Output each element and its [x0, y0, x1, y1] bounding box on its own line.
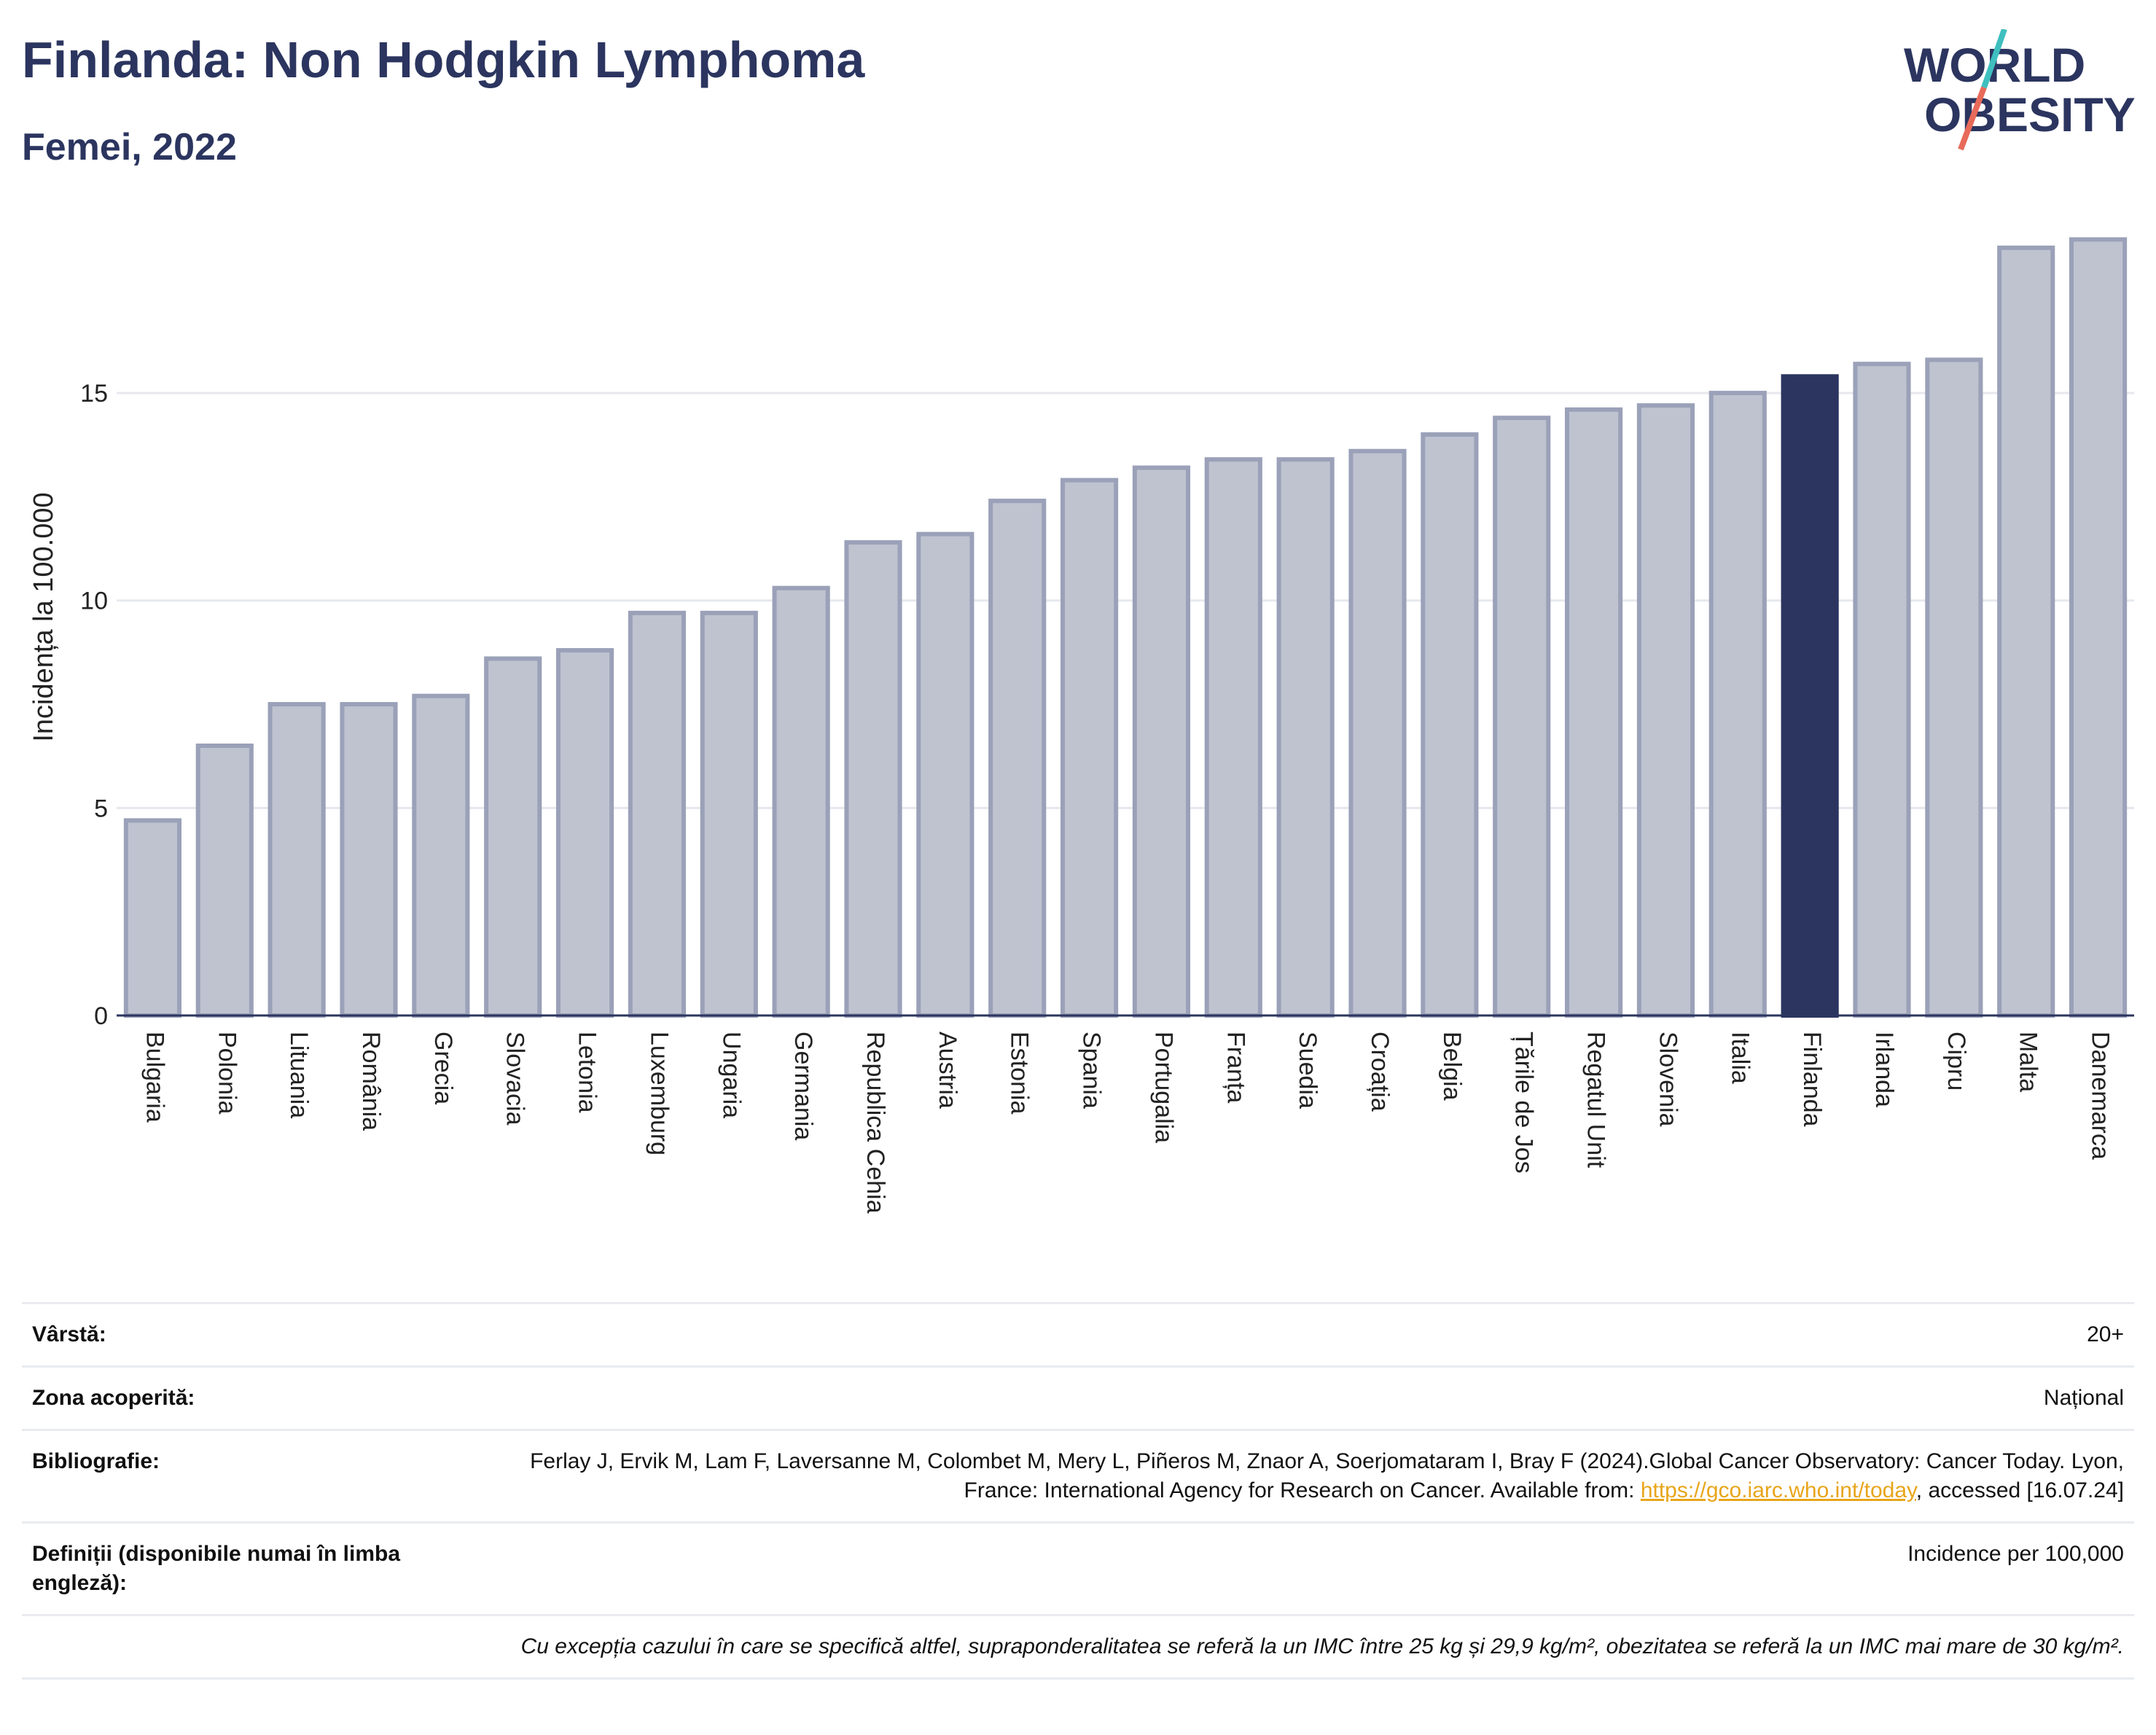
bar-chart: 0 5 10 15 Bulgaria Polonia Lituania România Gre… [28, 237, 2134, 1214]
x-tick-label: Polonia [213, 1032, 241, 1115]
bar-default [700, 610, 758, 1018]
bar-default [1060, 477, 1119, 1018]
y-axis-label: Incidența la 100.000 [28, 492, 59, 741]
world-obesity-logo: WORLD OBESITY [1904, 29, 2136, 151]
age-label: Vârstă: [22, 1302, 509, 1368]
area-value: Național [509, 1366, 2134, 1431]
x-tick-label: Suedia [1294, 1032, 1321, 1109]
x-tick-label: Cipru [1942, 1032, 1970, 1091]
bars [123, 237, 2128, 1018]
y-tick-label: 5 [94, 795, 108, 822]
bar-default [1636, 403, 1695, 1018]
x-tick-label: Germania [789, 1032, 817, 1140]
logo-slash-bottom [1958, 86, 1987, 151]
area-label: Zona acoperită: [22, 1366, 509, 1431]
bibliography-suffix: , accessed [16.07.24] [1915, 1478, 2124, 1502]
info-row-definitions: Definiții (disponibile numai în limba en… [22, 1522, 2134, 1616]
x-tick-label: Regatul Unit [1582, 1032, 1610, 1169]
info-table: Vârstă: 20+ Zona acoperită: Național Bib… [22, 1302, 2134, 1680]
x-tick-label: Spania [1078, 1032, 1106, 1109]
footnote: Cu excepția cazului în care se specifică… [22, 1615, 2134, 1680]
x-tick-label: Irlanda [1870, 1032, 1898, 1107]
bar-default [1132, 465, 1191, 1018]
x-tick-label: Luxemburg [645, 1032, 673, 1155]
bar-default [1276, 457, 1335, 1018]
info-row-age: Vârstă: 20+ [22, 1302, 2134, 1368]
bibliography-text: Ferlay J, Ervik M, Lam F, Laversanne M, … [530, 1449, 2124, 1502]
bar-default [1421, 432, 1479, 1018]
bar-default [772, 585, 830, 1018]
bar-default [484, 656, 542, 1018]
bar-default [1925, 357, 1983, 1018]
bar-default [1204, 457, 1262, 1018]
bar-default [628, 610, 687, 1018]
info-row-note: Cu excepția cazului în care se specifică… [22, 1615, 2134, 1680]
bar-highlight [1781, 374, 1839, 1018]
bar-default [195, 743, 254, 1018]
x-tick-label: Franța [1222, 1032, 1249, 1103]
definitions-label: Definiții (disponibile numai în limba en… [22, 1522, 509, 1616]
age-value: 20+ [509, 1302, 2134, 1368]
bibliography-label: Bibliografie: [22, 1430, 509, 1524]
y-tick-label: 15 [80, 380, 108, 408]
bar-default [555, 648, 614, 1018]
x-tick-label: Finlanda [1798, 1032, 1826, 1127]
bar-default [1493, 416, 1551, 1018]
info-row-bibliography: Bibliografie: Ferlay J, Ervik M, Lam F, … [22, 1430, 2134, 1524]
bar-default [1564, 407, 1623, 1018]
x-tick-label: Estonia [1006, 1032, 1034, 1114]
logo-slash-top [1981, 29, 2007, 89]
bar-default [916, 531, 975, 1018]
x-tick-label: Belgia [1438, 1032, 1466, 1101]
bar-default [1853, 362, 1911, 1018]
y-tick-label: 0 [94, 1002, 108, 1030]
x-tick-label: Slovacia [501, 1032, 529, 1126]
bibliography-value: Ferlay J, Ervik M, Lam F, Laversanne M, … [509, 1430, 2134, 1524]
bar-default [1997, 245, 2055, 1018]
y-tick-label: 10 [80, 588, 108, 615]
definitions-value: Incidence per 100,000 [509, 1522, 2134, 1616]
x-tick-label: Danemarca [2087, 1032, 2114, 1160]
x-tick-label: Austria [934, 1032, 961, 1109]
x-tick-label: Croația [1366, 1032, 1394, 1112]
x-tick-label: Italia [1726, 1032, 1754, 1084]
x-tick-label: Letonia [574, 1032, 601, 1113]
x-tick-labels: Bulgaria Polonia Lituania România Grecia Slov… [141, 1032, 2114, 1214]
chart-subtitle: Femei, 2022 [22, 126, 237, 168]
bar-default [988, 499, 1047, 1018]
y-tick-labels: 0 5 10 15 [80, 380, 108, 1030]
bar-default [1348, 448, 1407, 1018]
x-tick-label: Țările de Jos [1510, 1032, 1538, 1174]
bar-default [267, 702, 326, 1018]
x-tick-label: Portugalia [1149, 1032, 1177, 1143]
x-tick-label: Lituania [285, 1032, 313, 1118]
info-row-area: Zona acoperită: Național [22, 1366, 2134, 1431]
x-tick-label: Malta [2015, 1032, 2042, 1092]
bar-default [2069, 237, 2128, 1018]
logo-word-obesity: OBESITY [1924, 87, 2136, 141]
x-tick-label: Grecia [429, 1032, 457, 1104]
x-tick-label: România [357, 1032, 385, 1131]
x-tick-label: Ungaria [717, 1032, 745, 1118]
bar-default [1708, 391, 1767, 1018]
x-tick-label: Republica Cehia [862, 1032, 889, 1214]
bar-default [844, 540, 902, 1018]
bar-default [123, 818, 182, 1018]
bar-default [340, 702, 398, 1018]
x-tick-label: Slovenia [1654, 1032, 1682, 1127]
chart-title: Finlanda: Non Hodgkin Lymphoma [22, 31, 865, 88]
bibliography-link[interactable]: https://gco.iarc.who.int/today [1640, 1478, 1916, 1502]
bar-default [412, 693, 470, 1018]
x-tick-label: Bulgaria [141, 1032, 168, 1123]
